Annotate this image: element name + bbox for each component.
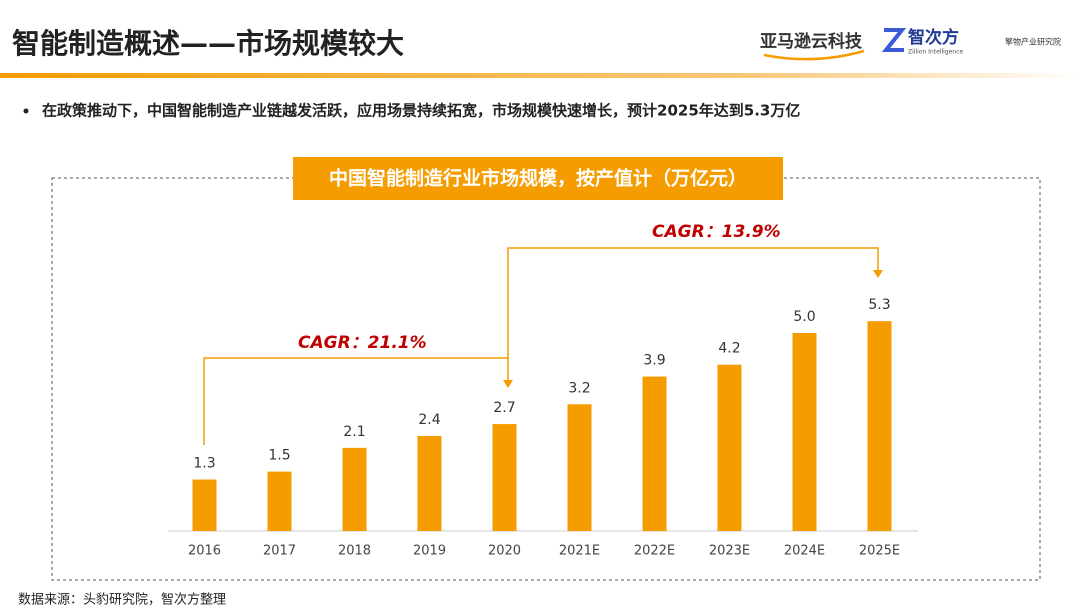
logo-text: Zillion Intelligence bbox=[908, 49, 963, 56]
bar bbox=[867, 321, 892, 531]
slide-title: 智能制造概述——市场规模较大 bbox=[12, 27, 404, 60]
logo-swoosh bbox=[763, 49, 865, 61]
bar bbox=[192, 479, 217, 531]
x-tick-label: 2018 bbox=[338, 544, 371, 559]
logo-text: 亚马逊云科技 bbox=[760, 31, 863, 52]
x-tick-label: 2025E bbox=[859, 544, 900, 559]
value-label: 2.7 bbox=[493, 400, 515, 416]
x-tick-label: 2022E bbox=[634, 544, 675, 559]
x-tick-label: 2024E bbox=[784, 544, 825, 559]
logo-text: 擎物产业研究院 bbox=[1005, 37, 1061, 47]
bar bbox=[567, 404, 592, 531]
value-label: 2.4 bbox=[418, 412, 440, 428]
x-tick-label: 2017 bbox=[263, 544, 296, 559]
value-label: 3.2 bbox=[568, 380, 590, 396]
x-tick-label: 2020 bbox=[488, 544, 521, 559]
source: 数据来源：头豹研究院，智次方整理 bbox=[18, 592, 226, 608]
x-tick-label: 2021E bbox=[559, 544, 600, 559]
value-label: 5.3 bbox=[868, 297, 890, 313]
bar bbox=[792, 333, 817, 531]
bar bbox=[417, 435, 442, 531]
bullet-text: 在政策推动下，中国智能制造产业链越发活跃，应用场景持续拓宽，市场规模快速增长，预… bbox=[42, 102, 800, 120]
bar bbox=[342, 447, 367, 531]
chart-title-box bbox=[293, 157, 783, 200]
value-label: 1.5 bbox=[268, 448, 290, 464]
value-label: 2.1 bbox=[343, 424, 365, 440]
value-label: 1.3 bbox=[193, 456, 215, 472]
value-label: 5.0 bbox=[793, 309, 815, 325]
value-label: 4.2 bbox=[718, 341, 740, 357]
cagr-brackets bbox=[203, 247, 879, 445]
value-label: 3.9 bbox=[643, 353, 665, 369]
header-rule bbox=[0, 73, 1080, 78]
logo-mark bbox=[881, 28, 907, 52]
x-tick-label: 2016 bbox=[188, 544, 221, 559]
x-tick-label: 2019 bbox=[413, 544, 446, 559]
logo-text: 智次方 bbox=[908, 27, 959, 48]
annotation: CAGR：13.9% bbox=[652, 222, 781, 242]
bar bbox=[642, 376, 667, 531]
annotation: CAGR：21.1% bbox=[298, 333, 427, 353]
bar bbox=[717, 364, 742, 531]
chart-title: 中国智能制造行业市场规模，按产值计（万亿元） bbox=[329, 167, 747, 190]
bar bbox=[267, 471, 292, 531]
x-tick-label: 2023E bbox=[709, 544, 750, 559]
bar bbox=[492, 424, 517, 531]
bullet-dot bbox=[23, 108, 29, 114]
arrowheads bbox=[503, 270, 883, 388]
